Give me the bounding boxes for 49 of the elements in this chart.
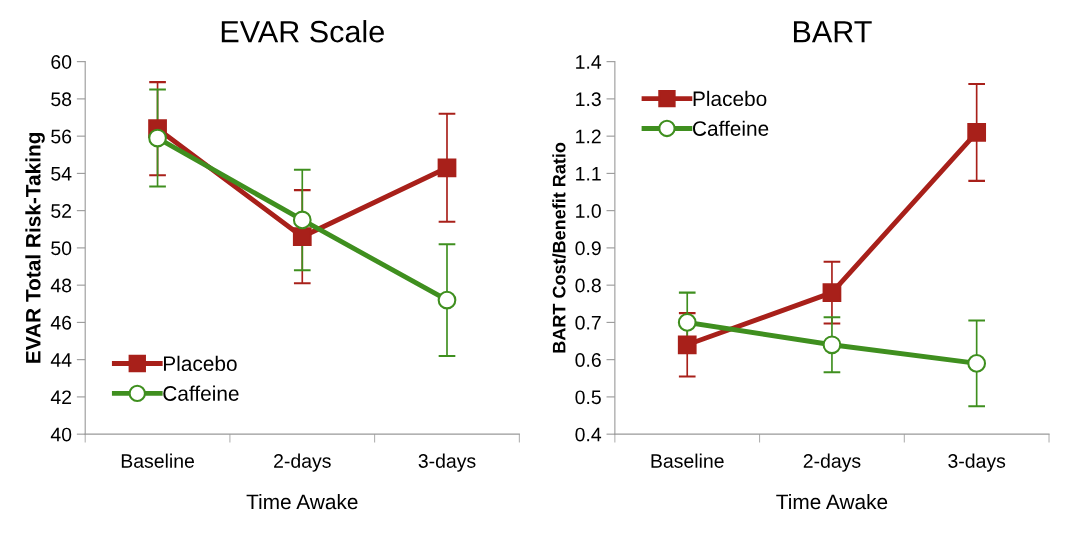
x-tick-label: Baseline [651,453,724,468]
y-tick-label: 44 [50,353,72,367]
y-tick-label: 1.0 [576,204,601,218]
point [437,158,457,178]
y-tick-label: 56 [51,129,72,144]
y-tick-label: 52 [51,204,72,218]
y-tick-label: 0.9 [575,241,601,256]
x-tick-label: 3-days [948,453,1006,472]
y-tick-label: 0.8 [575,278,601,293]
y-tick-label: 58 [51,92,72,107]
y-tick-label: 1.3 [576,92,601,107]
legend-label: Placebo [693,90,767,107]
y-tick-label: 1.4 [576,55,602,69]
x-tick-label: 2-days [274,453,331,472]
y-tick-label: 54 [51,167,72,181]
x-axis-title: Time Awake [776,493,888,510]
y-tick-label: 46 [50,315,72,330]
y-tick-label: 1.1 [576,167,601,181]
point [677,335,697,355]
x-tick-label: 2-days [803,453,861,472]
point [967,354,987,373]
y-tick-label: 60 [51,55,72,69]
point [292,227,312,247]
y-tick-label: 0.4 [575,427,602,442]
y-tick-label: 40 [50,427,72,442]
legend-label: Placebo [163,355,237,372]
y-tick-label: 48 [50,278,72,293]
legend-label: Caffeine [163,385,239,401]
point [822,283,842,302]
x-axis-title: Time Awake [246,493,358,510]
point [437,290,457,310]
chart-title: EVAR Scale [221,20,384,43]
x-tick-label: 3-days [418,453,476,472]
legend-label: Caffeine [693,120,769,136]
point [148,128,167,148]
y-tick-label: 42 [50,390,72,404]
y-axis-title: BART Cost/Benefit Ratio [552,142,566,353]
point [292,210,312,230]
y-tick-label: 1.2 [576,129,601,144]
y-tick-label: 0.5 [575,390,601,405]
point [822,335,842,355]
y-axis-title: EVAR Total Risk-Taking [25,132,45,363]
y-tick-label: 50 [51,241,72,256]
chart-title: BART [793,21,872,43]
y-tick-label: 0.6 [575,353,601,367]
point [677,313,697,332]
point [967,123,987,142]
x-tick-label: Baseline [121,453,194,468]
y-tick-label: 0.7 [575,315,601,330]
